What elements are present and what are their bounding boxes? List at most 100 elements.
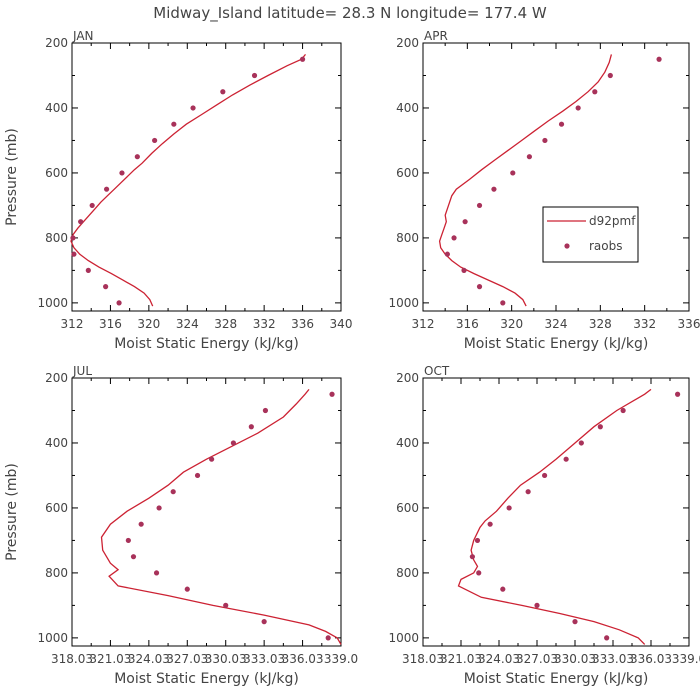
raob-data-point — [85, 267, 91, 273]
plot-frame — [71, 377, 342, 647]
raob-data-point — [261, 619, 267, 625]
x-tick-label: 312 — [412, 317, 435, 331]
x-tick-label: 333.03 — [592, 652, 634, 666]
raob-data-point — [325, 635, 331, 641]
x-tick-label: 321.03 — [440, 652, 482, 666]
y-tick-label: 1000 — [388, 631, 419, 645]
x-tick-label: 327.03 — [166, 652, 208, 666]
x-tick-label: 316 — [99, 317, 122, 331]
raob-data-point — [89, 202, 95, 209]
y-tick-label: 600 — [45, 501, 68, 515]
raob-data-point — [578, 440, 584, 446]
raob-data-point — [476, 284, 483, 290]
page-title: Midway_Island latitude= 28.3 N longitude… — [153, 4, 547, 23]
legend-box — [542, 206, 639, 263]
raob-data-point — [153, 570, 160, 576]
raob-data-point — [620, 407, 626, 414]
y-tick-label: 800 — [396, 566, 419, 580]
x-tick-label: 324.03 — [478, 652, 520, 666]
raob-data-point — [134, 154, 140, 160]
y-tick-label: 200 — [45, 36, 68, 50]
raob-data-point — [469, 554, 475, 560]
panel-label: JAN — [72, 29, 94, 43]
raob-data-point — [525, 489, 531, 495]
x-tick-label: 336 — [678, 317, 700, 331]
raob-data-point — [476, 202, 483, 209]
x-tick-label: 324 — [176, 317, 199, 331]
x-tick-label: 340 — [330, 317, 353, 331]
raob-data-point — [506, 505, 512, 511]
y-tick-label: 600 — [396, 166, 419, 180]
y-tick-label: 400 — [396, 101, 419, 115]
raob-data-point — [223, 602, 229, 608]
y-tick-label: 200 — [45, 371, 68, 385]
raob-data-point — [607, 72, 613, 79]
x-axis-label: Moist Static Energy (kJ/kg) — [114, 336, 299, 352]
x-axis-label: Moist Static Energy (kJ/kg) — [114, 671, 299, 687]
raob-data-point — [563, 456, 569, 462]
x-tick-label: 320 — [137, 317, 160, 331]
y-tick-label: 600 — [396, 501, 419, 515]
x-tick-label: 332 — [253, 317, 276, 331]
y-tick-label: 800 — [396, 231, 419, 245]
raob-data-point — [116, 300, 122, 306]
raob-data-point — [542, 137, 548, 144]
raob-data-point — [171, 121, 177, 127]
x-tick-label: 324 — [545, 317, 568, 331]
x-tick-label: 330.03 — [554, 652, 596, 666]
raob-data-point — [103, 284, 109, 290]
x-tick-label: 320 — [500, 317, 523, 331]
x-tick-label: 316 — [456, 317, 479, 331]
model-profile-line — [438, 54, 613, 307]
y-tick-label: 200 — [396, 36, 419, 50]
panel-label: JUL — [72, 364, 92, 378]
y-tick-label: 400 — [45, 436, 68, 450]
raob-data-point — [444, 251, 450, 257]
chart-panel-jul: JUL318.03321.03324.03327.03330.03333.033… — [4, 364, 358, 687]
x-tick-label: 336.03 — [630, 652, 672, 666]
raob-data-point — [190, 105, 196, 111]
raob-data-point — [604, 635, 610, 641]
y-axis-label: Pressure (mb) — [4, 128, 20, 226]
x-tick-label: 328 — [214, 317, 237, 331]
raob-data-point — [152, 137, 158, 144]
model-profile-line — [457, 388, 652, 645]
x-tick-label: 324.03 — [128, 652, 170, 666]
raob-data-point — [474, 537, 481, 544]
y-tick-label: 1000 — [37, 296, 68, 310]
raob-data-point — [125, 537, 131, 544]
raob-data-point — [119, 170, 125, 176]
raob-data-point — [329, 391, 335, 397]
raob-data-point — [230, 440, 236, 446]
raob-data-point — [184, 586, 190, 592]
raob-data-point — [262, 407, 269, 414]
raob-data-point — [71, 251, 77, 257]
y-axis-label: Pressure (mb) — [4, 463, 20, 561]
raob-data-point — [103, 186, 110, 192]
raob-data-point — [656, 56, 662, 62]
y-tick-label: 400 — [45, 101, 68, 115]
raob-data-point — [251, 72, 258, 79]
x-axis-label: Moist Static Energy (kJ/kg) — [464, 671, 649, 687]
panel-label: OCT — [424, 364, 450, 378]
y-tick-label: 800 — [45, 566, 68, 580]
x-tick-label: 339.0 — [324, 652, 358, 666]
raob-data-point — [451, 235, 457, 241]
plot-frame — [71, 42, 342, 312]
chart-panel-oct: OCT318.03321.03324.03327.03330.03333.033… — [388, 364, 700, 687]
raob-data-point — [675, 391, 681, 397]
raob-data-point — [542, 472, 548, 479]
chart-panel-jan: JAN 312 316 320 324 328 332 336 340 200 400 600 800 1… — [4, 29, 352, 352]
x-axis-label: Moist Static Energy (kJ/kg) — [464, 336, 649, 352]
x-tick-label: 333.03 — [243, 652, 285, 666]
chart-panels: JAN 312 316 320 324 328 332 336 340 200 400 600 800 1… — [4, 29, 700, 687]
model-profile-line — [70, 53, 307, 307]
raob-data-point — [462, 219, 468, 225]
y-tick-label: 600 — [45, 166, 68, 180]
raob-data-point — [248, 424, 254, 430]
raob-data-point — [592, 89, 598, 95]
x-tick-label: 318.03 — [402, 652, 444, 666]
legend-label: d92pmf — [589, 214, 636, 228]
x-tick-label: 336.03 — [282, 652, 324, 666]
